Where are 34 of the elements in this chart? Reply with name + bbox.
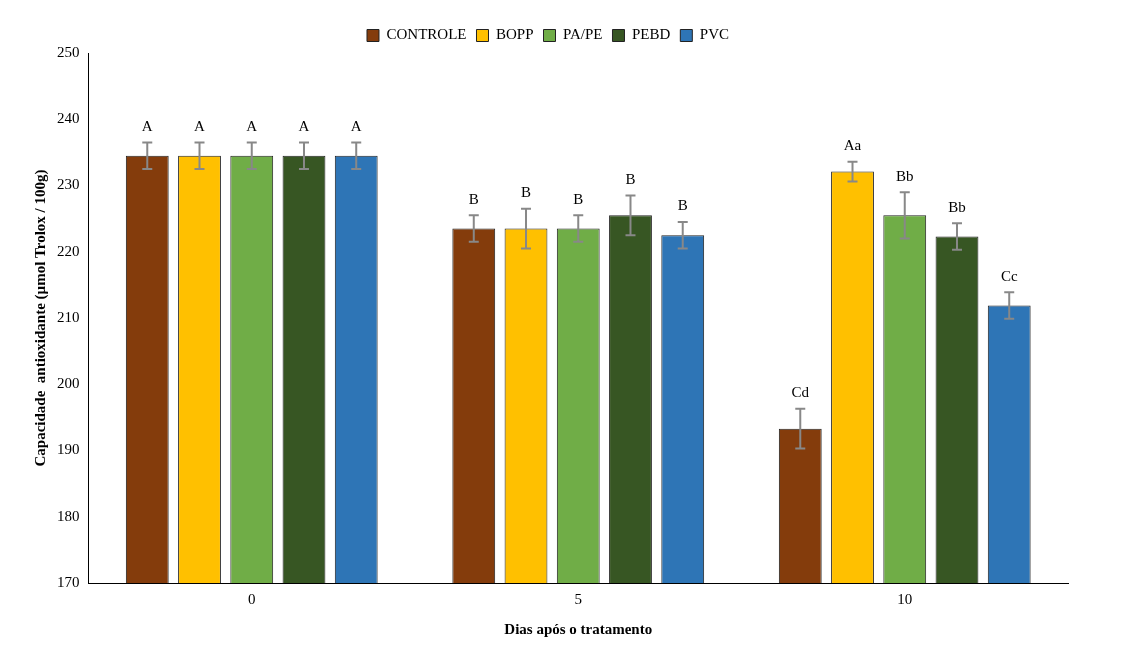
- data-label: B: [573, 190, 584, 207]
- legend-label: PVC: [699, 26, 730, 43]
- legend-label: CONTROLE: [386, 26, 467, 43]
- x-tick-label: 10: [897, 590, 913, 607]
- data-label: Cd: [791, 384, 810, 401]
- data-label: Aa: [843, 137, 862, 154]
- x-axis-title: Dias após o tratamento: [504, 620, 653, 637]
- y-tick-label: 240: [57, 110, 80, 127]
- data-label: A: [246, 117, 258, 134]
- data-label: Cc: [1000, 267, 1018, 284]
- y-tick-label: 210: [57, 308, 80, 325]
- y-tick-label: 170: [57, 573, 80, 590]
- y-tick-label: 200: [57, 375, 80, 392]
- data-label: B: [468, 190, 479, 207]
- data-label: Bb: [948, 198, 966, 215]
- data-label: Bb: [895, 167, 914, 184]
- y-tick-label: 250: [57, 43, 80, 60]
- data-label: A: [350, 117, 362, 134]
- legend-label: BOPP: [495, 26, 534, 43]
- data-label: A: [298, 117, 310, 134]
- x-tick-label: 0: [248, 590, 256, 607]
- data-label: A: [141, 117, 153, 134]
- data-label: B: [625, 170, 636, 187]
- x-tick-label: 5: [574, 590, 582, 607]
- legend-label: PEBD: [631, 26, 671, 43]
- data-label: B: [677, 197, 688, 214]
- legend-label: PA/PE: [563, 26, 603, 43]
- y-tick-label: 190: [57, 441, 80, 458]
- y-tick-label: 230: [57, 176, 80, 193]
- y-tick-label: 220: [57, 242, 80, 259]
- data-label: B: [521, 184, 532, 201]
- y-axis-title: Capacidade antioxidante (µmol Trolox / 100g): [31, 169, 49, 467]
- y-tick-label: 180: [57, 507, 80, 524]
- data-label: A: [194, 117, 206, 134]
